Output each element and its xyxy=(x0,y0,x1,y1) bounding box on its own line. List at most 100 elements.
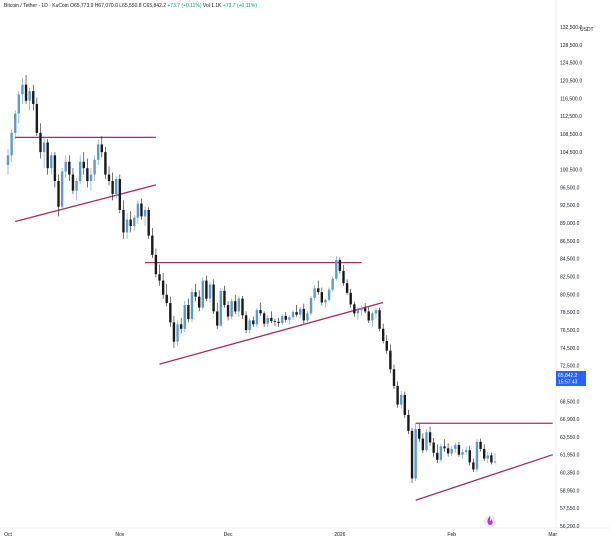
candle xyxy=(129,211,132,233)
currency-label: USDT xyxy=(580,27,594,33)
price-tick-label: 63,550.0 xyxy=(560,435,580,441)
candle xyxy=(82,152,85,175)
candle xyxy=(125,213,129,239)
candle xyxy=(295,305,298,317)
candle xyxy=(28,87,31,111)
trendline-lower-3[interactable] xyxy=(415,454,553,501)
candle xyxy=(400,391,403,409)
price-tick-label: 92,500.0 xyxy=(560,203,580,209)
candle xyxy=(183,301,186,332)
candle xyxy=(21,78,24,104)
candle xyxy=(6,148,10,175)
candle xyxy=(450,445,453,456)
candle xyxy=(205,275,208,302)
candle xyxy=(360,305,363,316)
candle xyxy=(486,452,489,464)
candle xyxy=(219,288,223,327)
candle xyxy=(136,200,140,225)
time-axis[interactable]: Oct Nov Dec 2026 Feb Mar xyxy=(4,532,557,538)
candle xyxy=(464,446,468,455)
candle xyxy=(363,303,367,314)
candle xyxy=(187,298,190,323)
price-tick-label: 116,500.0 xyxy=(560,96,582,102)
price-tick-label: 78,500.0 xyxy=(560,310,580,316)
price-tick-label: 61,950.0 xyxy=(560,453,580,459)
candle xyxy=(284,312,287,323)
candle xyxy=(428,426,432,446)
candle xyxy=(443,439,446,452)
price-tick-label: 66,900.0 xyxy=(560,417,580,423)
candle xyxy=(194,283,197,302)
candle xyxy=(259,302,262,316)
candle xyxy=(410,427,414,483)
candle xyxy=(331,276,334,292)
price-tick-label: 112,500.0 xyxy=(560,114,582,120)
candle xyxy=(327,287,331,302)
candle xyxy=(93,155,96,182)
candle xyxy=(479,438,482,452)
candle xyxy=(197,290,201,312)
price-tick-label: 58,950.0 xyxy=(560,488,580,494)
candle xyxy=(266,315,269,327)
candle xyxy=(421,433,425,453)
candle xyxy=(335,256,338,281)
price-tick-label: 100,500.0 xyxy=(560,168,582,174)
price-tick-label: 72,500.0 xyxy=(560,364,580,370)
candle xyxy=(151,227,154,259)
candle xyxy=(273,318,277,327)
symbol-title[interactable]: Bitcoin / Tether · 1D · KuCoin xyxy=(4,3,69,9)
price-tick-label: 108,500.0 xyxy=(560,132,582,138)
candle xyxy=(24,75,28,104)
candle xyxy=(158,264,161,286)
candle xyxy=(309,296,313,316)
time-tick-label: 2026 xyxy=(334,532,345,538)
candle xyxy=(39,123,42,159)
candle xyxy=(280,314,284,325)
candle xyxy=(169,296,172,327)
candle xyxy=(291,310,295,320)
candle xyxy=(140,198,143,220)
price-tick-label: 132,500.0 xyxy=(560,25,582,31)
candle xyxy=(115,176,118,199)
candle xyxy=(50,152,53,175)
candle xyxy=(42,136,46,169)
trendline-lower-2[interactable] xyxy=(159,301,384,365)
candles-layer xyxy=(6,75,497,483)
candle xyxy=(457,441,461,457)
candle xyxy=(468,445,471,466)
candle xyxy=(248,317,251,334)
price-tick-label: 76,500.0 xyxy=(560,328,580,334)
candle xyxy=(356,307,360,320)
candle xyxy=(68,155,71,182)
candle xyxy=(306,310,309,323)
price-axis[interactable]: 132,500.0 128,500.0 124,500.0 120,500.0 116,… xyxy=(560,25,582,530)
candle xyxy=(475,439,479,473)
candle xyxy=(75,177,78,201)
tradingview-flame-icon[interactable] xyxy=(484,515,496,527)
candle xyxy=(230,298,233,320)
candle xyxy=(10,129,13,162)
candle xyxy=(143,206,147,226)
candle xyxy=(418,423,421,442)
candle xyxy=(299,306,302,318)
candle xyxy=(165,283,168,307)
candle xyxy=(237,296,241,317)
price-tick-label: 124,500.0 xyxy=(560,61,582,67)
last-price-value: 65,842.2 xyxy=(558,373,578,379)
last-price-tag: 65,842.2 15:57:43 xyxy=(556,371,586,386)
candle xyxy=(100,136,103,158)
candle xyxy=(490,452,493,465)
candle xyxy=(353,301,356,317)
candle xyxy=(212,279,215,315)
time-tick-label: Oct xyxy=(4,532,12,538)
price-tick-label: 80,500.0 xyxy=(560,292,580,298)
ohlc-change: +73.7 (+0.11%) xyxy=(167,3,202,9)
candle xyxy=(133,215,136,231)
candle xyxy=(407,409,410,435)
candle xyxy=(86,158,89,188)
candle xyxy=(371,311,374,327)
candle xyxy=(461,448,464,459)
candle xyxy=(436,444,439,464)
trendline-lower-1[interactable] xyxy=(15,184,157,223)
